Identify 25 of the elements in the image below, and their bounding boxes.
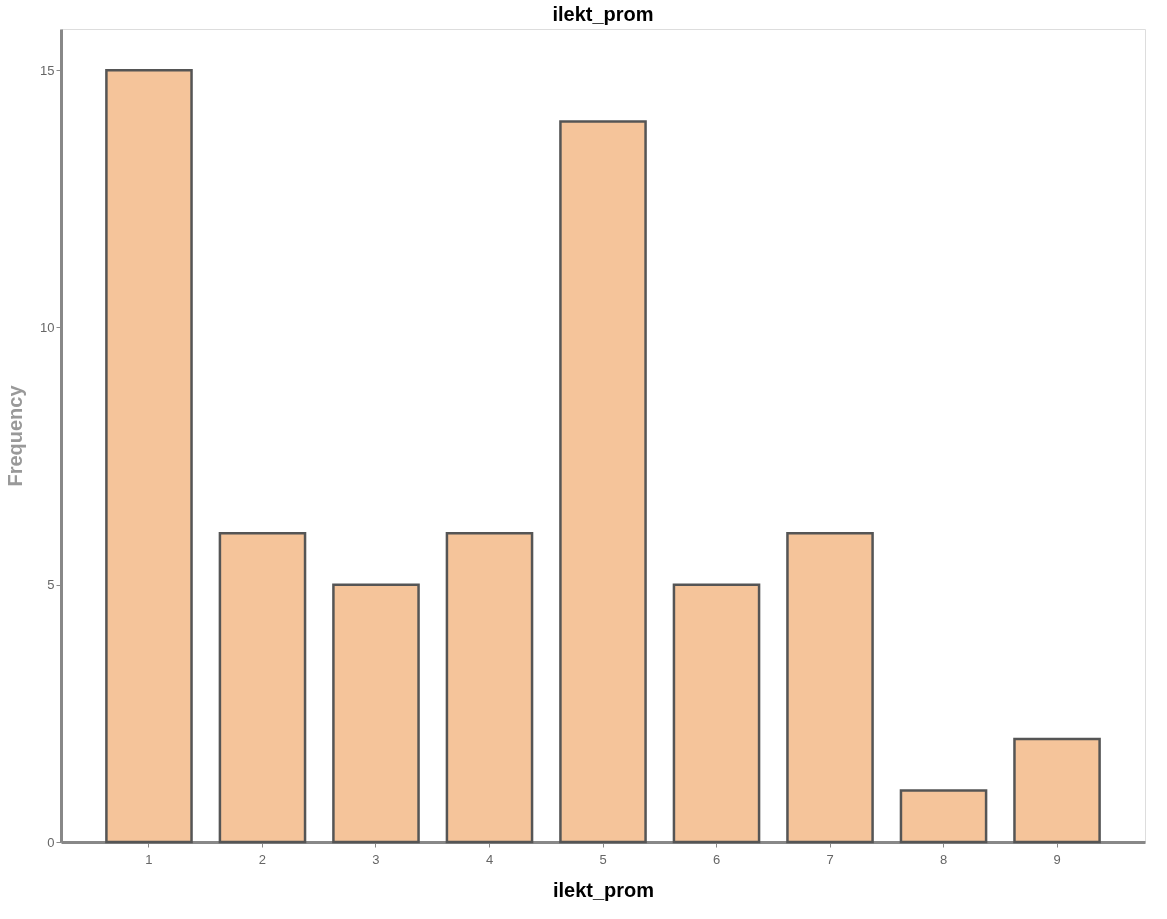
x-tick-label: 3 bbox=[372, 851, 380, 867]
bar bbox=[445, 532, 534, 844]
x-tick-label: 7 bbox=[826, 851, 834, 867]
y-tick-label: 5 bbox=[47, 577, 55, 593]
x-tick-label: 2 bbox=[258, 851, 267, 867]
y-tick-label: 0 bbox=[47, 834, 55, 850]
x-tick-label: 9 bbox=[1053, 851, 1061, 867]
bar bbox=[105, 68, 193, 844]
x-tick-label: 1 bbox=[145, 851, 153, 867]
bar bbox=[899, 789, 988, 844]
x-tick-label: 5 bbox=[599, 851, 607, 867]
bar bbox=[672, 583, 761, 844]
bar bbox=[332, 583, 420, 844]
y-tick-label: 15 bbox=[40, 62, 55, 78]
bar bbox=[559, 120, 647, 844]
x-tick-label: 6 bbox=[712, 851, 721, 867]
x-tick-label: 8 bbox=[939, 851, 948, 867]
x-tick-label: 4 bbox=[485, 851, 494, 867]
bar bbox=[786, 532, 874, 844]
bar bbox=[218, 532, 307, 844]
chart-title: ilekt_prom bbox=[552, 3, 654, 25]
y-axis-title: Frequency bbox=[4, 384, 27, 487]
x-axis-title: ilekt_prom bbox=[552, 878, 655, 901]
y-tick-label: 10 bbox=[40, 319, 55, 335]
bar bbox=[1013, 737, 1101, 844]
